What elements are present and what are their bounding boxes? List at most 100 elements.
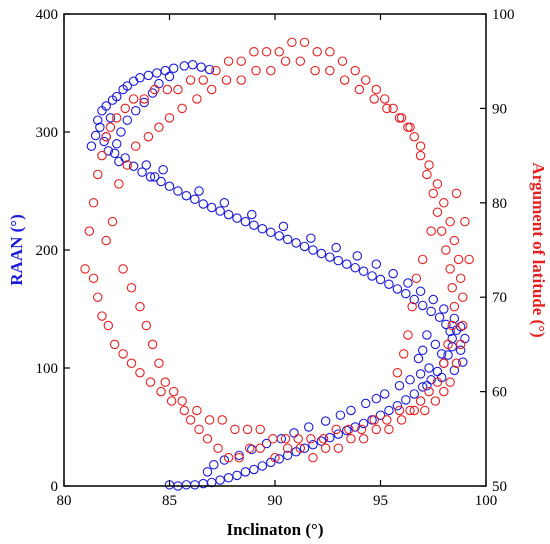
argument-of-latitude-point	[164, 113, 175, 123]
raan-point	[240, 467, 251, 477]
argument-of-latitude-point	[344, 424, 354, 435]
argument-of-latitude-point	[350, 65, 360, 76]
argument-of-latitude-point	[325, 47, 335, 57]
argument-of-latitude-point	[426, 226, 436, 236]
argument-of-latitude-point	[185, 75, 196, 85]
raan-point	[152, 68, 162, 78]
argument-of-latitude-point	[126, 358, 137, 369]
raan-point	[179, 61, 190, 71]
left-y-tick-label: 300	[36, 125, 59, 141]
argument-of-latitude-point	[443, 339, 453, 350]
argument-of-latitude-point	[441, 245, 451, 255]
argument-of-latitude-point	[192, 94, 202, 104]
raan-point	[139, 97, 149, 108]
x-axis-label: Inclinaton (°)	[226, 520, 323, 539]
raan-point	[335, 410, 346, 420]
raan-point	[443, 350, 453, 360]
raan-point	[308, 245, 318, 255]
argument-of-latitude-point	[105, 122, 116, 133]
raan-point	[215, 206, 225, 216]
raan-point	[449, 365, 460, 376]
argument-of-latitude-point	[411, 273, 422, 284]
raan-point	[223, 209, 234, 220]
raan-point	[449, 313, 460, 324]
raan-point	[350, 262, 360, 273]
argument-of-latitude-point	[398, 349, 409, 359]
argument-of-latitude-point	[382, 103, 392, 114]
argument-of-latitude-point	[268, 434, 278, 444]
argument-of-latitude-point	[409, 131, 420, 142]
argument-of-latitude-point	[274, 47, 284, 57]
argument-of-latitude-point	[405, 405, 415, 416]
raan-point	[128, 161, 139, 171]
argument-of-latitude-point	[320, 443, 331, 453]
raan-point	[282, 450, 293, 461]
raan-point	[202, 467, 213, 477]
argument-of-latitude-point	[101, 131, 111, 142]
argument-of-latitude-point	[130, 141, 141, 151]
argument-of-latitude-point	[270, 452, 280, 463]
argument-of-latitude-point	[114, 179, 124, 189]
argument-of-latitude-point	[93, 292, 103, 302]
argument-of-latitude-point	[166, 396, 177, 406]
argument-of-latitude-point	[407, 301, 417, 312]
raan-point	[439, 304, 449, 314]
argument-of-latitude-point	[118, 264, 128, 274]
argument-of-latitude-point	[409, 405, 420, 416]
raan-point	[90, 130, 101, 141]
raan-point	[358, 266, 369, 276]
argument-of-latitude-point	[223, 56, 234, 66]
argument-of-latitude-point	[126, 283, 137, 293]
raan-point	[122, 81, 133, 91]
raan-point	[156, 176, 166, 187]
argument-of-latitude-point	[177, 396, 187, 406]
raan-point	[99, 136, 109, 147]
argument-of-latitude-point	[280, 56, 291, 66]
raan-point	[422, 330, 432, 340]
raan-point	[308, 439, 318, 450]
right-y-tick-label: 60	[492, 385, 507, 401]
raan-point	[426, 306, 436, 317]
raan-point	[392, 284, 403, 294]
raan-point	[190, 194, 200, 205]
raan-point	[173, 186, 183, 196]
argument-of-latitude-point	[177, 103, 187, 114]
argument-of-latitude-point	[447, 320, 457, 331]
argument-of-latitude-point	[293, 434, 303, 444]
argument-of-latitude-point	[432, 207, 443, 217]
raan-point	[401, 395, 411, 405]
raan-point	[109, 148, 120, 158]
argument-of-latitude-point	[122, 160, 133, 170]
raan-point	[116, 127, 126, 137]
argument-of-latitude-point	[432, 179, 443, 189]
raan-point	[316, 248, 327, 259]
argument-of-latitude-point	[109, 339, 120, 350]
argument-of-latitude-point	[295, 56, 306, 66]
raan-point	[415, 286, 426, 297]
raan-point	[249, 220, 259, 230]
argument-of-latitude-point	[249, 47, 259, 57]
argument-of-latitude-point	[439, 358, 449, 369]
argument-of-latitude-point	[403, 122, 413, 133]
argument-of-latitude-point	[162, 84, 173, 95]
raan-point	[234, 450, 244, 461]
argument-of-latitude-point	[280, 434, 291, 444]
argument-of-latitude-point	[455, 273, 466, 284]
raan-point	[341, 425, 352, 436]
raan-point	[441, 319, 451, 330]
raan-point	[223, 472, 234, 483]
raan-point	[112, 139, 122, 149]
plot-frame	[63, 13, 487, 487]
argument-of-latitude-point	[242, 424, 253, 435]
raan-point	[445, 326, 455, 337]
raan-point	[194, 186, 204, 196]
argument-of-latitude-point	[221, 75, 232, 85]
argument-of-latitude-point	[455, 339, 466, 350]
raan-point	[379, 389, 390, 399]
argument-of-latitude-point	[358, 434, 369, 444]
raan-point	[257, 461, 268, 471]
argument-of-latitude-point	[194, 424, 204, 435]
argument-of-latitude-point	[451, 358, 462, 369]
argument-of-latitude-point	[339, 75, 350, 85]
raan-point	[417, 345, 428, 356]
